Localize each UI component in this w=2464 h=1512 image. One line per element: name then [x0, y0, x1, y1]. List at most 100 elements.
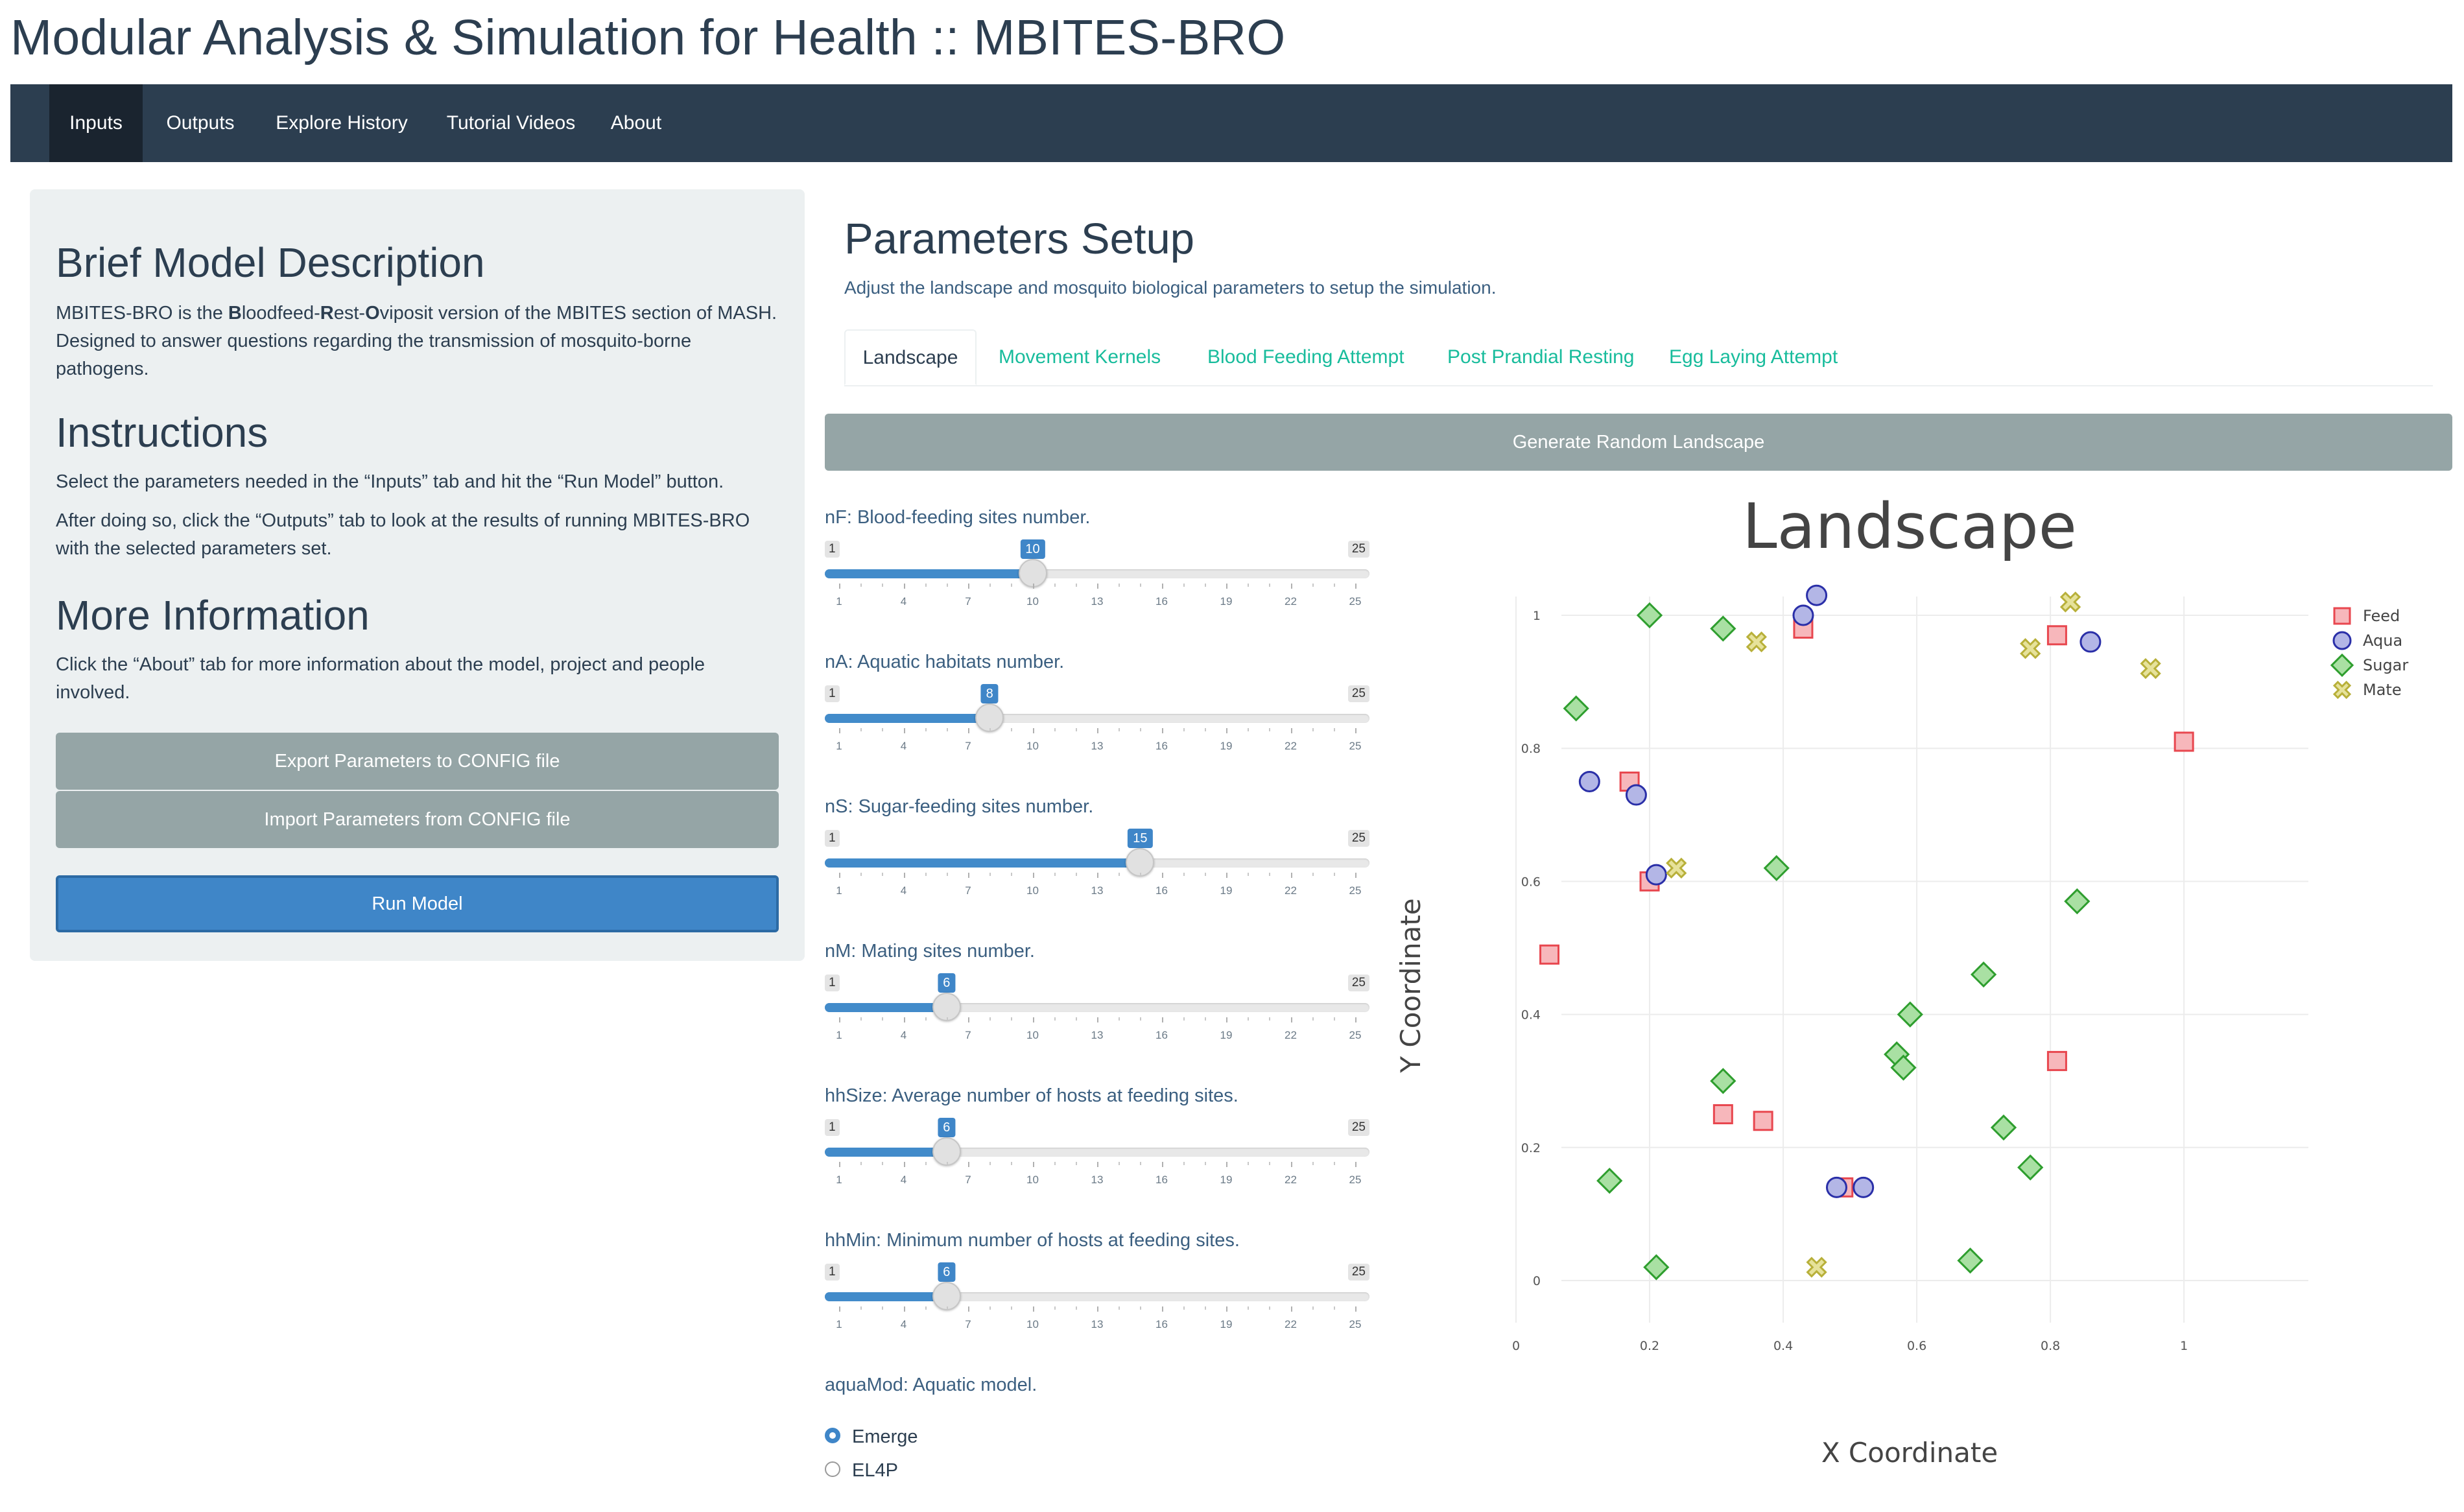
slider-tick-label: 13 — [1091, 884, 1104, 897]
y-tick-label: 0.6 — [1521, 875, 1541, 889]
nav-about[interactable]: About — [610, 112, 662, 134]
slider-tick — [1140, 1306, 1142, 1310]
slider-tick — [1269, 1306, 1271, 1310]
x-axis-label: X Coordinate — [1821, 1437, 1998, 1469]
point-sugar — [1957, 1247, 1984, 1274]
slider-ticks: 1 4 7 10 13 16 19 22 25 — [825, 873, 1369, 899]
tab-post-prandial-resting[interactable]: Post Prandial Resting — [1447, 346, 1635, 368]
slider-max-badge: 25 — [1347, 830, 1369, 847]
slider-handle[interactable] — [932, 1282, 961, 1310]
slider-handle[interactable] — [975, 703, 1004, 732]
slider-handle[interactable] — [1126, 848, 1155, 877]
tab-blood-feeding-attempt[interactable]: Blood Feeding Attempt — [1207, 346, 1404, 368]
slider-tick — [1119, 728, 1120, 731]
export-config-button[interactable]: Export Parameters to CONFIG file — [56, 733, 779, 790]
slider-tick — [903, 873, 905, 878]
tab-landscape[interactable]: Landscape — [844, 329, 977, 385]
nav-tutorial-videos[interactable]: Tutorial Videos — [446, 112, 576, 134]
y-tick-label: 0.8 — [1521, 742, 1541, 756]
nav-outputs[interactable]: Outputs — [166, 112, 235, 134]
slider-tick-label: 25 — [1349, 1318, 1362, 1330]
slider-label: hhSize: Average number of hosts at feedi… — [825, 1085, 1238, 1106]
slider-tick — [903, 584, 905, 589]
slider-tick-label: 16 — [1155, 740, 1168, 752]
point-feed — [2046, 625, 2067, 646]
slider-track[interactable] — [825, 703, 1369, 732]
slider-tick — [903, 1162, 905, 1167]
chart-title: Landscape — [1742, 490, 2077, 563]
more-info-heading: More Information — [56, 592, 370, 639]
slider-tick — [1290, 873, 1292, 878]
slider-track[interactable] — [825, 993, 1369, 1021]
app-title: Modular Analysis & Simulation for Health… — [10, 10, 1286, 65]
slider-track[interactable] — [825, 559, 1369, 587]
slider-tick-label: 10 — [1026, 884, 1039, 897]
slider-tick — [1161, 584, 1163, 589]
import-config-button[interactable]: Import Parameters from CONFIG file — [56, 791, 779, 848]
slider-handle[interactable] — [932, 993, 961, 1021]
slider-track[interactable] — [825, 1137, 1369, 1166]
slider-tick — [989, 1017, 991, 1021]
slider-tick — [1269, 873, 1271, 876]
radio-emerge[interactable]: Emerge — [825, 1424, 918, 1450]
radio-el4p[interactable]: EL4P — [825, 1458, 898, 1483]
slider-tick — [1054, 1017, 1056, 1021]
slider-tick — [1032, 728, 1034, 733]
navbar: Inputs Outputs Explore History Tutorial … — [10, 84, 2452, 162]
nav-explore-history[interactable]: Explore History — [276, 112, 408, 134]
slider-tick — [1183, 1162, 1185, 1165]
slider-tick — [882, 1017, 884, 1021]
slider-tick — [1097, 873, 1098, 878]
slider-tick — [1011, 1306, 1013, 1310]
slider-tick-label: 22 — [1285, 595, 1297, 608]
run-model-button[interactable]: Run Model — [56, 875, 779, 932]
slider-tick — [1226, 873, 1227, 878]
slider-tick-label: 10 — [1026, 1318, 1039, 1330]
slider-track[interactable] — [825, 848, 1369, 877]
slider-tick — [903, 728, 905, 733]
generate-landscape-button[interactable]: Generate Random Landscape — [825, 414, 2452, 471]
slider-handle[interactable] — [932, 1137, 961, 1166]
slider-tick — [1312, 728, 1314, 731]
slider-track[interactable] — [825, 1282, 1369, 1310]
slider-tick — [882, 1162, 884, 1165]
point-sugar — [1563, 695, 1589, 722]
slider-tick — [1355, 728, 1356, 733]
slider-value-badge: 6 — [938, 1262, 956, 1282]
point-sugar — [1643, 1254, 1670, 1281]
x-tick-label: 0.6 — [1907, 1339, 1926, 1353]
aquamod-label: aquaMod: Aquatic model. — [825, 1375, 1037, 1395]
x-tick-label: 0 — [1512, 1339, 1520, 1353]
slider-tick — [946, 584, 948, 587]
slider-tick-label: 10 — [1026, 595, 1039, 608]
slider-tick — [1312, 584, 1314, 587]
point-feed — [1753, 1111, 1773, 1131]
slider-tick — [1355, 1306, 1356, 1312]
slider-tick — [1312, 1162, 1314, 1165]
slider-tick — [1355, 584, 1356, 589]
slider-fill — [825, 1148, 947, 1157]
tab-egg-laying-attempt[interactable]: Egg Laying Attempt — [1669, 346, 1838, 368]
point-feed — [2174, 731, 2194, 752]
slider-tick — [1054, 728, 1056, 731]
slider-tick — [860, 728, 862, 731]
slider-tick — [1183, 1017, 1185, 1021]
instructions-text-1: Select the parameters needed in the “Inp… — [56, 471, 724, 492]
slider-tick — [1355, 1017, 1356, 1022]
point-sugar — [1636, 602, 1663, 629]
slider-tick — [1140, 1162, 1142, 1165]
slider-fill — [825, 1003, 947, 1012]
legend-label-aqua: Aqua — [2363, 632, 2402, 650]
slider-tick-label: 7 — [965, 884, 971, 897]
slider-tick-label: 1 — [836, 1318, 842, 1330]
slider-min-badge: 1 — [825, 541, 840, 558]
slider-ticks: 1 4 7 10 13 16 19 22 25 — [825, 584, 1369, 609]
tab-movement-kernels[interactable]: Movement Kernels — [999, 346, 1161, 368]
sidebar-panel: Brief Model Description MBITES-BRO is th… — [30, 189, 805, 961]
slider-fill — [825, 858, 1141, 868]
slider-tick — [1097, 1162, 1098, 1167]
point-aqua — [1806, 584, 1828, 606]
slider-tick — [903, 1306, 905, 1312]
nav-inputs[interactable]: Inputs — [49, 84, 143, 162]
slider-tick — [1011, 1017, 1013, 1021]
